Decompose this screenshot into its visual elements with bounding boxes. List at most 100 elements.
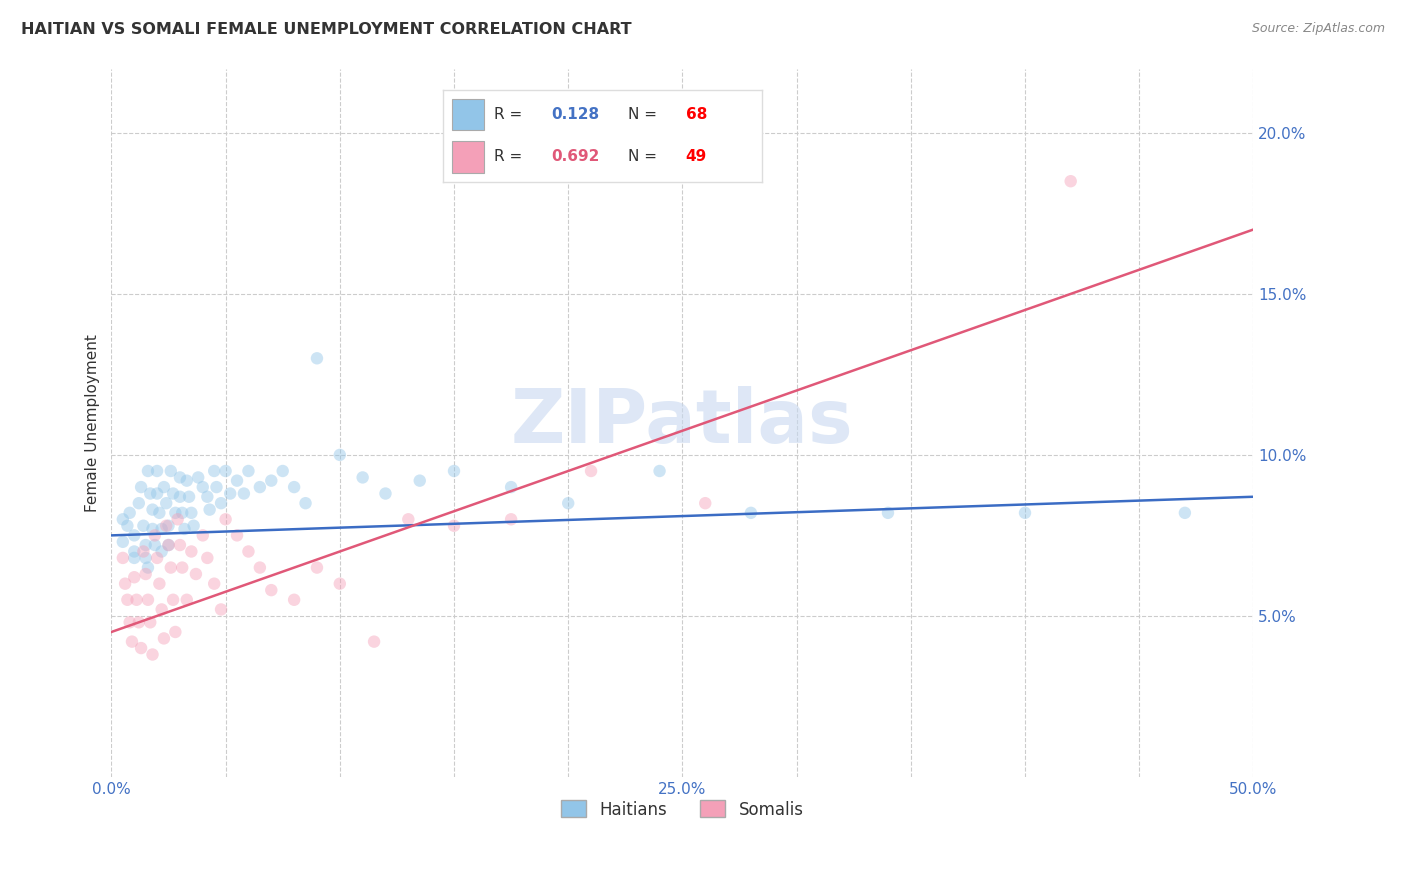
Point (146, 550, 169, 565)
Point (260, 474, 283, 488)
Legend: Haitians, Somalis: Haitians, Somalis (554, 794, 810, 825)
Y-axis label: Female Unemployment: Female Unemployment (86, 334, 100, 512)
Point (579, 464, 602, 478)
Point (180, 506, 202, 520)
Text: HAITIAN VS SOMALI FEMALE UNEMPLOYMENT CORRELATION CHART: HAITIAN VS SOMALI FEMALE UNEMPLOYMENT CO… (21, 22, 631, 37)
Point (169, 470, 191, 484)
Point (141, 648, 163, 662)
Point (329, 448, 352, 462)
Point (132, 518, 155, 533)
Point (146, 486, 169, 500)
Point (501, 512, 523, 526)
Point (159, 464, 181, 478)
Point (129, 641, 152, 656)
Point (329, 576, 352, 591)
Text: Source: ZipAtlas.com: Source: ZipAtlas.com (1251, 22, 1385, 36)
Point (162, 486, 184, 500)
Point (166, 512, 188, 526)
Point (165, 624, 187, 639)
Point (165, 506, 187, 520)
Point (352, 470, 374, 484)
Point (184, 567, 207, 582)
Point (139, 615, 162, 630)
Point (169, 538, 191, 552)
Point (176, 474, 198, 488)
Point (209, 602, 232, 616)
Point (122, 544, 145, 558)
Point (157, 538, 180, 552)
Point (214, 512, 236, 526)
Point (125, 592, 148, 607)
Point (122, 550, 145, 565)
Text: ZIPatlas: ZIPatlas (512, 386, 853, 459)
Point (396, 512, 419, 526)
Point (409, 474, 432, 488)
Point (118, 506, 141, 520)
Point (136, 560, 159, 574)
Point (214, 464, 236, 478)
Point (740, 506, 762, 520)
Point (122, 528, 145, 542)
Point (135, 567, 157, 582)
Point (143, 538, 166, 552)
Point (238, 544, 260, 558)
Point (443, 464, 465, 478)
Point (183, 518, 205, 533)
Point (141, 522, 163, 536)
Point (111, 550, 134, 565)
Point (180, 544, 202, 558)
Point (114, 576, 136, 591)
Point (153, 480, 176, 494)
Point (305, 351, 328, 366)
Point (111, 534, 134, 549)
Point (191, 480, 214, 494)
Point (150, 544, 173, 558)
Point (146, 464, 169, 478)
Point (177, 490, 200, 504)
Point (128, 615, 150, 630)
Point (1014, 506, 1036, 520)
Point (238, 464, 260, 478)
Point (117, 592, 139, 607)
Point (141, 502, 163, 516)
Point (294, 496, 316, 510)
Point (135, 550, 157, 565)
Point (148, 506, 170, 520)
Point (172, 560, 194, 574)
Point (271, 464, 294, 478)
Point (117, 518, 139, 533)
Point (283, 592, 305, 607)
Point (157, 518, 180, 533)
Point (136, 592, 159, 607)
Point (363, 634, 385, 648)
Point (249, 480, 271, 494)
Point (118, 615, 141, 630)
Point (202, 464, 225, 478)
Point (153, 632, 176, 646)
Point (202, 576, 225, 591)
Point (374, 486, 396, 500)
Point (162, 592, 184, 607)
Point (191, 528, 214, 542)
Point (159, 560, 181, 574)
Point (1060, 174, 1083, 188)
Point (129, 480, 152, 494)
Point (209, 496, 232, 510)
Point (111, 512, 134, 526)
Point (205, 480, 228, 494)
Point (226, 474, 249, 488)
Point (195, 490, 218, 504)
Point (157, 538, 180, 552)
Point (260, 583, 283, 598)
Point (283, 480, 305, 494)
Point (305, 560, 328, 574)
Point (128, 496, 150, 510)
Point (155, 496, 177, 510)
Point (143, 528, 166, 542)
Point (132, 544, 155, 558)
Point (198, 502, 221, 516)
Point (648, 464, 671, 478)
Point (155, 518, 177, 533)
Point (121, 634, 143, 648)
Point (195, 550, 218, 565)
